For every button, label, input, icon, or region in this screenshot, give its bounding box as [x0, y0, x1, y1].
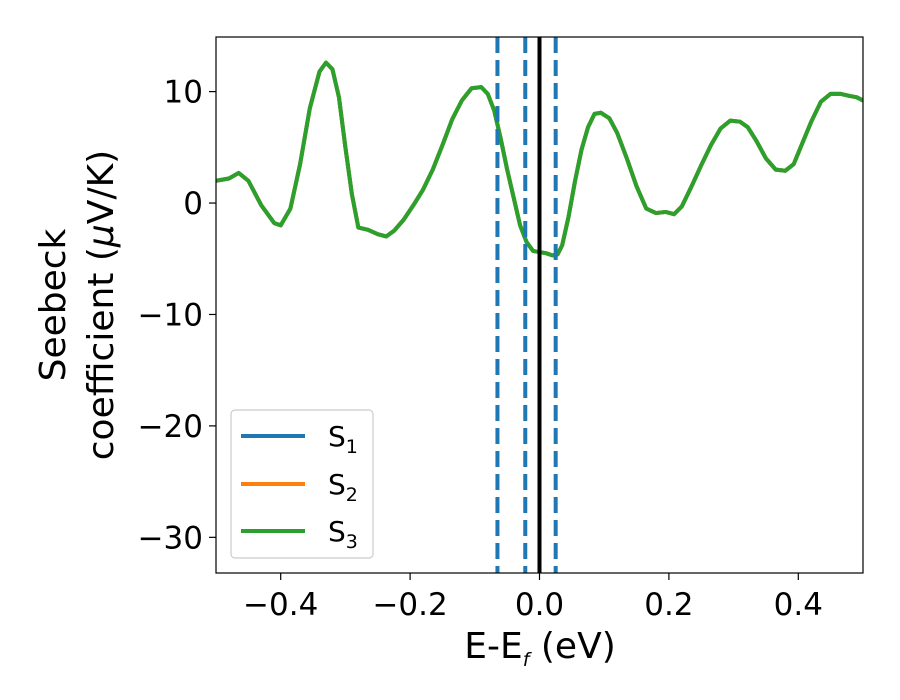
y-axis-label: Seebeck coefficient (μV/K)	[33, 150, 122, 460]
y-axis-label-line2: coefficient (μV/K)	[81, 150, 122, 460]
legend: S1 S2 S3	[230, 409, 374, 559]
x-tick-label: 0.4	[774, 587, 823, 623]
y-tick-label: 0	[183, 186, 203, 222]
x-axis-label: E-Ef (eV)	[464, 626, 616, 671]
y-tick-label: −30	[138, 520, 203, 556]
legend-label-s1-sub: 1	[346, 436, 358, 458]
legend-label-s1-main: S	[328, 420, 346, 453]
y-tick-label: 10	[164, 75, 203, 111]
plot-content	[216, 37, 863, 573]
y-axis-label-line2-suffix: V/K)	[81, 150, 122, 224]
y-tick-label: −20	[138, 409, 203, 445]
legend-label-s2: S2	[328, 468, 358, 506]
legend-label-s3-main: S	[328, 515, 346, 548]
legend-label-s3: S3	[328, 515, 358, 553]
y-tick-label: −10	[138, 297, 203, 333]
y-axis-label-line1: Seebeck	[33, 228, 74, 381]
series-line-s3	[216, 60, 863, 258]
x-axis-label-sub: f	[523, 649, 533, 671]
y-axis-label-line2-prefix: coefficient (	[81, 247, 122, 460]
x-tick-label: 0.0	[515, 587, 564, 623]
axis-ticks: −0.4 −0.2 0.0 0.2 0.4 −30 −20 −10 0 10	[138, 75, 823, 623]
legend-label-s1: S1	[328, 420, 358, 458]
x-axis-label-main: E-E	[464, 626, 522, 667]
x-tick-label: −0.2	[372, 587, 447, 623]
plot-area	[215, 36, 864, 574]
legend-label-s2-sub: 2	[346, 484, 358, 506]
legend-label-s2-main: S	[328, 468, 346, 501]
y-axis-label-line2-mu: μ	[81, 224, 122, 248]
x-tick-label: 0.2	[644, 587, 693, 623]
x-axis-label-suffix: (eV)	[529, 626, 615, 667]
legend-label-s3-sub: 3	[346, 531, 358, 553]
x-tick-label: −0.4	[243, 587, 318, 623]
